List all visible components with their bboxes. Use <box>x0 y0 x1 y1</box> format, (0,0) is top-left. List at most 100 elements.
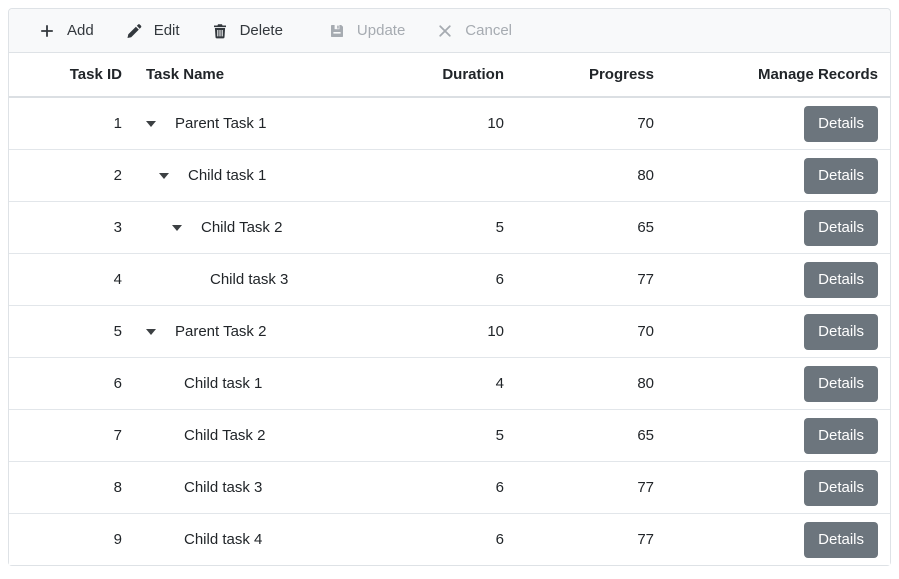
manage-records-cell: Details <box>666 209 890 246</box>
toolbar-button-edit[interactable]: Edit <box>126 22 180 39</box>
details-button[interactable]: Details <box>804 209 878 246</box>
manage-records-cell: Details <box>666 313 890 350</box>
tree-indent <box>146 279 210 280</box>
task-name-text: Child Task 2 <box>184 427 266 444</box>
progress-cell: 77 <box>637 271 654 288</box>
task-name-cell: Child task 3 <box>134 479 394 496</box>
table-row[interactable]: 8 Child task 3 6 77 Details <box>9 462 890 514</box>
column-header-duration[interactable]: Duration <box>442 66 504 83</box>
table-row[interactable]: 7 Child Task 2 5 65 Details <box>9 410 890 462</box>
details-button[interactable]: Details <box>804 261 878 298</box>
task-name-text: Parent Task 1 <box>175 115 267 132</box>
collapse-caret-icon[interactable] <box>172 224 182 231</box>
tree-indent <box>146 175 159 176</box>
task-name-cell: Child task 1 <box>134 167 394 184</box>
progress-cell: 80 <box>637 167 654 184</box>
task-name-text: Child task 3 <box>184 479 263 496</box>
duration-cell: 10 <box>487 323 504 340</box>
progress-cell: 77 <box>637 479 654 496</box>
column-header-manage-records[interactable]: Manage Records <box>757 66 878 83</box>
details-button[interactable]: Details <box>804 157 878 194</box>
treegrid: Add Edit Delete Update Cancel Task ID Ta… <box>8 8 891 566</box>
task-name-cell: Child Task 2 <box>134 427 394 444</box>
collapse-caret-icon[interactable] <box>146 328 156 335</box>
manage-records-cell: Details <box>666 469 890 506</box>
task-id-cell: 8 <box>113 479 122 496</box>
save-icon <box>329 23 345 39</box>
manage-records-cell: Details <box>666 365 890 402</box>
tree-indent <box>146 383 184 384</box>
task-name-cell: Parent Task 1 <box>134 115 394 132</box>
table-row[interactable]: 9 Child task 4 6 77 Details <box>9 514 890 565</box>
column-header-task-name[interactable]: Task Name <box>146 66 225 83</box>
details-button[interactable]: Details <box>804 105 878 142</box>
task-name-cell: Parent Task 2 <box>134 323 394 340</box>
duration-cell: 6 <box>495 479 504 496</box>
progress-cell: 65 <box>637 427 654 444</box>
progress-cell: 70 <box>637 115 654 132</box>
manage-records-cell: Details <box>666 521 890 558</box>
task-name-text: Parent Task 2 <box>175 323 267 340</box>
column-header-progress[interactable]: Progress <box>588 66 654 83</box>
details-button[interactable]: Details <box>804 365 878 402</box>
details-button[interactable]: Details <box>804 469 878 506</box>
toolbar-button-update: Update <box>329 22 405 39</box>
table-body: 1 Parent Task 1 10 70 Details 2 Child ta… <box>9 98 890 565</box>
task-name-text: Child task 3 <box>210 271 289 288</box>
table-header: Task ID Task Name Duration Progress Mana… <box>9 53 890 98</box>
tree-indent <box>146 435 184 436</box>
task-id-cell: 4 <box>113 271 122 288</box>
task-name-text: Child task 1 <box>184 375 263 392</box>
duration-cell: 6 <box>495 271 504 288</box>
table-row[interactable]: 4 Child task 3 6 77 Details <box>9 254 890 306</box>
progress-cell: 77 <box>637 531 654 548</box>
tree-indent <box>146 487 184 488</box>
task-id-cell: 1 <box>113 115 122 132</box>
task-id-cell: 2 <box>113 167 122 184</box>
plus-icon <box>39 23 55 39</box>
trash-icon <box>212 23 228 39</box>
task-id-cell: 5 <box>113 323 122 340</box>
table-row[interactable]: 1 Parent Task 1 10 70 Details <box>9 98 890 150</box>
table-row[interactable]: 2 Child task 1 80 Details <box>9 150 890 202</box>
duration-cell: 10 <box>487 115 504 132</box>
duration-cell: 4 <box>495 375 504 392</box>
tree-indent <box>146 539 184 540</box>
task-id-cell: 6 <box>113 375 122 392</box>
manage-records-cell: Details <box>666 157 890 194</box>
toolbar-button-cancel: Cancel <box>437 22 512 39</box>
progress-cell: 65 <box>637 219 654 236</box>
toolbar: Add Edit Delete Update Cancel <box>9 9 890 53</box>
table-row[interactable]: 6 Child task 1 4 80 Details <box>9 358 890 410</box>
manage-records-cell: Details <box>666 105 890 142</box>
progress-cell: 70 <box>637 323 654 340</box>
task-name-text: Child task 4 <box>184 531 263 548</box>
collapse-caret-icon[interactable] <box>159 172 169 179</box>
task-name-text: Child task 1 <box>188 167 267 184</box>
duration-cell: 5 <box>495 427 504 444</box>
task-name-cell: Child Task 2 <box>134 219 394 236</box>
tree-indent <box>146 227 172 228</box>
task-id-cell: 7 <box>113 427 122 444</box>
toolbar-button-add[interactable]: Add <box>39 22 94 39</box>
details-button[interactable]: Details <box>804 417 878 454</box>
task-name-cell: Child task 3 <box>134 271 394 288</box>
toolbar-button-delete[interactable]: Delete <box>212 22 283 39</box>
manage-records-cell: Details <box>666 261 890 298</box>
manage-records-cell: Details <box>666 417 890 454</box>
table-row[interactable]: 5 Parent Task 2 10 70 Details <box>9 306 890 358</box>
cancel-icon <box>437 23 453 39</box>
task-name-text: Child Task 2 <box>201 219 283 236</box>
pencil-icon <box>126 23 142 39</box>
details-button[interactable]: Details <box>804 313 878 350</box>
duration-cell: 6 <box>495 531 504 548</box>
task-id-cell: 9 <box>113 531 122 548</box>
table-row[interactable]: 3 Child Task 2 5 65 Details <box>9 202 890 254</box>
collapse-caret-icon[interactable] <box>146 120 156 127</box>
details-button[interactable]: Details <box>804 521 878 558</box>
task-name-cell: Child task 1 <box>134 375 394 392</box>
task-id-cell: 3 <box>113 219 122 236</box>
duration-cell: 5 <box>495 219 504 236</box>
column-header-task-id[interactable]: Task ID <box>69 66 122 83</box>
task-name-cell: Child task 4 <box>134 531 394 548</box>
